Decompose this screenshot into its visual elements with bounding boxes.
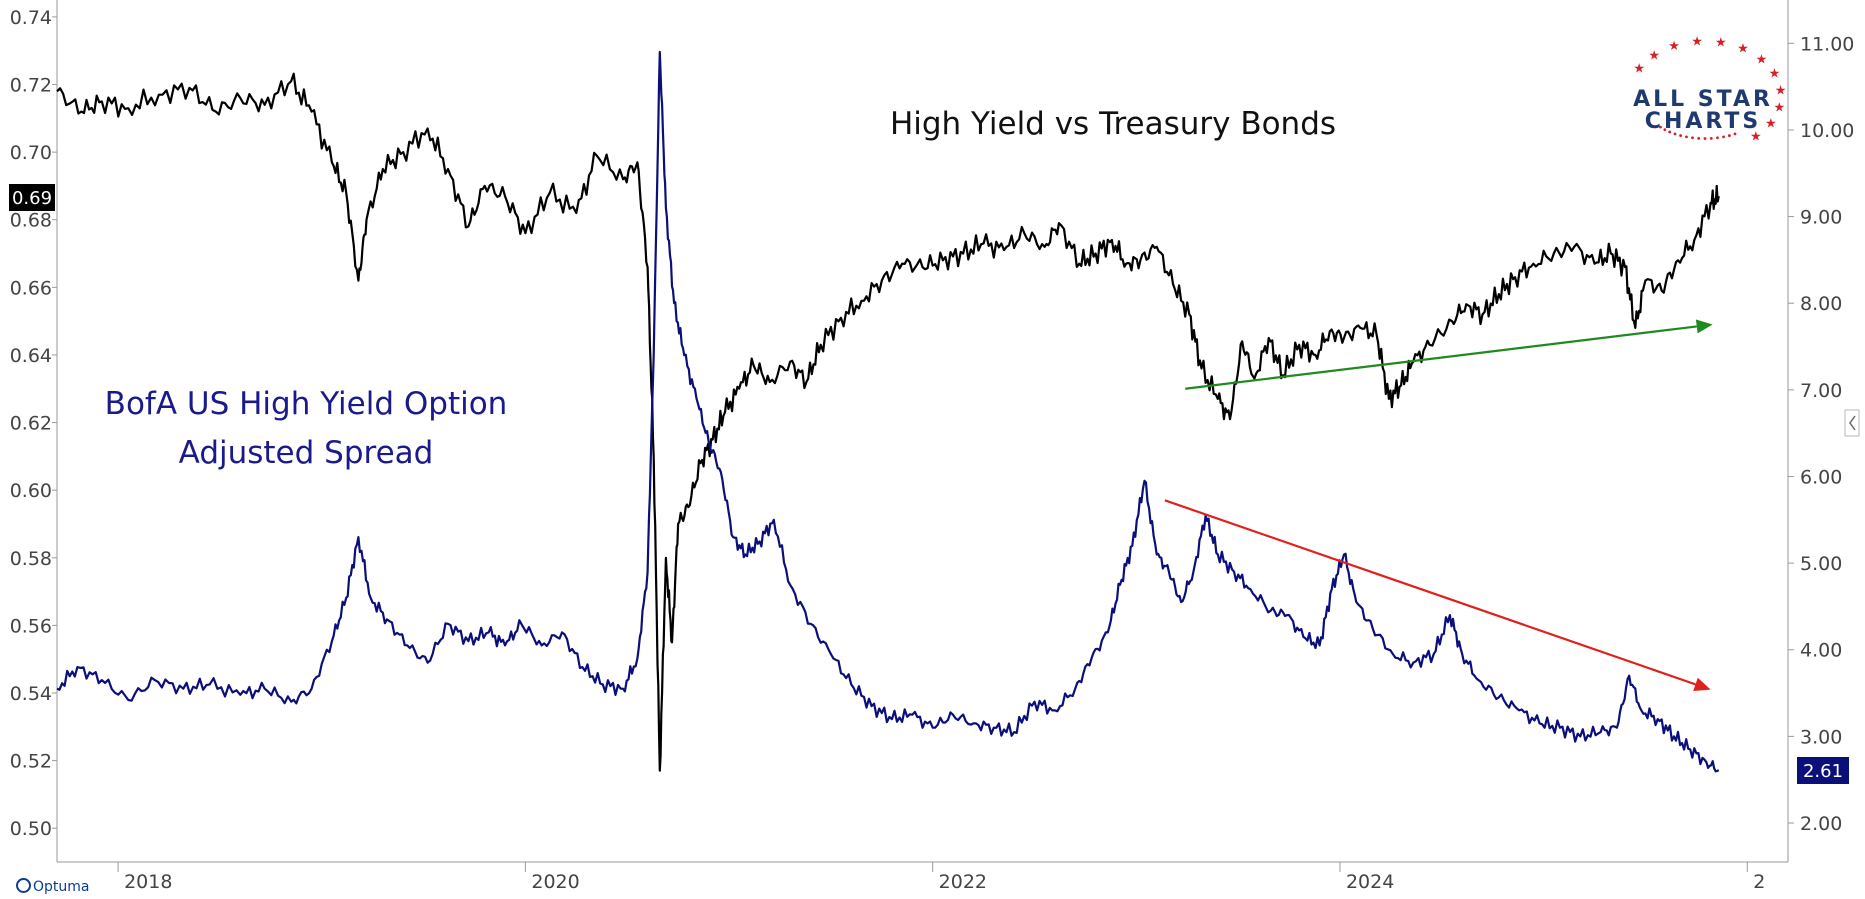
y-left-tick-label: 0.68 (10, 210, 52, 232)
y-left-tick-label: 0.62 (10, 413, 52, 435)
optuma-branding-text: Optuma (33, 879, 90, 895)
y-left-tick-label: 0.74 (10, 7, 52, 29)
logo-dot-icon (1697, 136, 1701, 140)
y-right-tick-label: 7.00 (1800, 380, 1842, 402)
uptrend-arrow (1185, 325, 1697, 390)
y-right-tick-label: 4.00 (1800, 640, 1842, 662)
y-right-tick-label: 6.00 (1800, 466, 1842, 488)
logo-dot-icon (1685, 135, 1688, 139)
y-right-tick-label: 2.00 (1800, 813, 1842, 835)
last-value-badge-left: 0.69 (9, 184, 55, 211)
logo-dot-icon (1673, 132, 1677, 136)
logo-text-line-2: CHARTS (1645, 109, 1761, 134)
downtrend-arrow (1164, 499, 1696, 686)
y-left-tick-label: 0.54 (10, 683, 52, 705)
y-left-tick-label: 0.64 (10, 345, 52, 367)
logo-star-icon: ★ (1750, 130, 1762, 145)
logo-star-icon: ★ (1648, 48, 1660, 63)
logo-dot-icon (1728, 134, 1731, 137)
last-value-left: 0.69 (12, 188, 52, 209)
logo-dot-icon (1709, 136, 1713, 140)
hy-oas-line (56, 50, 1720, 773)
optuma-branding: Optuma (16, 878, 90, 895)
logo-dot-icon (1659, 125, 1662, 129)
logo-text-line-1: ALL STAR (1633, 87, 1773, 112)
y-left-tick-label: 0.56 (10, 615, 52, 637)
logo-star-icon: ★ (1774, 100, 1786, 115)
last-value-right: 2.61 (1803, 761, 1843, 782)
y-right-tick-label: 10.00 (1800, 120, 1854, 142)
logo-dot-icon (1691, 136, 1694, 140)
allstarcharts-logo: ★★★ ★ ★ ★★★★★★★ ALL STAR CHARTS (1633, 35, 1787, 145)
y-left-tick-label: 0.58 (10, 548, 52, 570)
logo-star-icon: ★ (1756, 52, 1768, 67)
x-tick-label: 2020 (531, 871, 579, 893)
y-left-tick-label: 0.70 (10, 142, 52, 164)
last-value-badge-right: 2.61 (1797, 757, 1849, 784)
optuma-logo-icon (16, 878, 31, 893)
y-right-tick-label: 5.00 (1800, 553, 1842, 575)
logo-dot-icon (1703, 137, 1707, 140)
logo-dot-icon (1716, 136, 1719, 140)
y-right-tick-label: 9.00 (1800, 207, 1842, 229)
y-left-tick-label: 0.72 (10, 75, 52, 97)
x-tick-label: 2 (1753, 871, 1765, 893)
logo-star-icon: ★ (1765, 116, 1777, 131)
y-left-tick-label: 0.60 (10, 480, 52, 502)
y-right-tick-label: 3.00 (1800, 726, 1842, 748)
y-left-tick-label: 0.52 (10, 751, 52, 773)
logo-star-icon: ★ (1668, 39, 1680, 54)
series-annotation-line-2: Adjusted Spread (179, 435, 434, 471)
downtrend-arrowhead (1693, 677, 1711, 691)
collapse-panel-icon[interactable] (1844, 409, 1860, 437)
logo-star-icon: ★ (1715, 35, 1727, 50)
logo-star-icon: ★ (1737, 42, 1749, 57)
logo-star-icon: ★ (1691, 35, 1703, 50)
logo-star-icon: ★ (1633, 62, 1645, 77)
logo-dot-icon (1679, 134, 1682, 137)
y-right-tick-label: 8.00 (1800, 293, 1842, 315)
logo-dot-icon (1663, 128, 1667, 132)
logo-dot-icon (1722, 135, 1725, 139)
logo-star-icon: ★ (1769, 67, 1781, 82)
x-tick-label: 2022 (939, 871, 987, 893)
logo-dot-icon (1668, 130, 1672, 134)
y-right-tick-label: 11.00 (1800, 33, 1854, 55)
y-left-tick-label: 0.50 (10, 818, 52, 840)
uptrend-arrowhead (1695, 319, 1713, 334)
series-annotation-line-1: BofA US High Yield Option (105, 386, 508, 422)
y-left-tick-label: 0.66 (10, 277, 52, 299)
hy-treasury-ratio-line (56, 72, 1720, 772)
logo-star-icon: ★ (1775, 83, 1787, 98)
x-tick-label: 2024 (1346, 871, 1394, 893)
chart-title: High Yield vs Treasury Bonds (890, 106, 1336, 142)
x-tick-label: 2018 (124, 871, 172, 893)
logo-dot-icon (1733, 132, 1737, 136)
